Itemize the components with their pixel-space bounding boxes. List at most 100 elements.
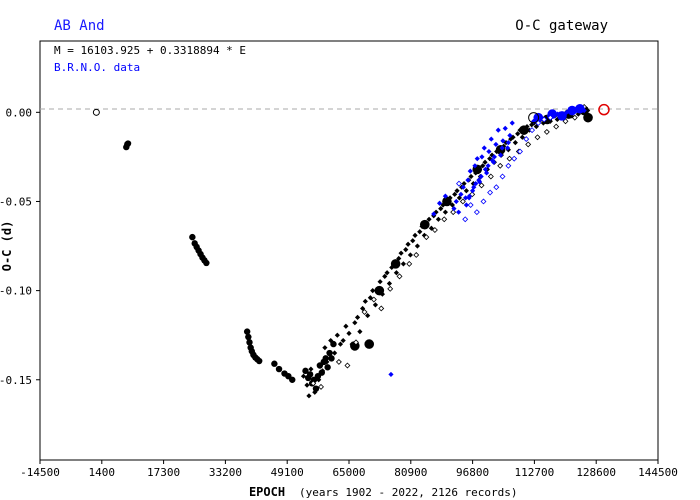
data-point: [478, 182, 485, 189]
data-point: [463, 188, 469, 194]
x-tick-label: 112700: [515, 466, 555, 479]
data-point: [500, 138, 506, 144]
data-point: [302, 367, 309, 375]
data-point: [365, 312, 371, 319]
data-point: [487, 173, 494, 180]
star-name-title[interactable]: AB And: [54, 18, 105, 34]
data-point: [387, 285, 394, 292]
data-point: [456, 209, 462, 215]
data-point: [507, 132, 513, 139]
data-point: [431, 211, 437, 217]
data-point: [509, 120, 515, 126]
data-point: [480, 198, 487, 205]
data-point: [390, 259, 401, 269]
data-point: [413, 251, 420, 258]
data-point: [504, 145, 511, 151]
data-point: [442, 193, 448, 199]
y-axis: 0.00 -0.05 -0.10 -0.15: [0, 106, 40, 387]
x-axis-label: EPOCH: [249, 485, 285, 499]
data-point: [511, 155, 518, 162]
data-point: [571, 114, 578, 121]
data-point: [374, 285, 385, 296]
data-point: [485, 163, 491, 169]
data-point: [480, 163, 486, 169]
data-point: [482, 166, 489, 172]
data-point: [246, 339, 253, 346]
data-point: [515, 131, 521, 137]
data-point: [450, 209, 457, 216]
series-photoelectric-large: [350, 105, 593, 351]
data-point: [384, 270, 390, 276]
data-point: [357, 329, 363, 335]
data-point: [334, 332, 340, 338]
data-point: [306, 371, 314, 378]
data-point: [473, 209, 480, 216]
data-point: [421, 232, 428, 238]
data-point: [456, 180, 462, 187]
data-point: [428, 225, 434, 231]
series-latest: [598, 103, 610, 116]
data-point: [243, 328, 251, 335]
series-photoelectric-ccd: [300, 106, 591, 399]
data-point: [506, 155, 513, 162]
data-point: [343, 323, 349, 329]
y-tick-label: -0.10: [0, 285, 32, 298]
data-point: [482, 159, 488, 165]
data-point: [256, 357, 263, 365]
data-point: [340, 337, 346, 344]
data-point: [505, 140, 511, 146]
data-point: [438, 206, 444, 212]
data-point: [523, 136, 530, 143]
data-point: [487, 156, 493, 162]
data-point: [400, 261, 407, 267]
data-point: [463, 195, 469, 201]
data-point: [461, 181, 467, 187]
data-point: [486, 148, 492, 155]
data-point: [378, 305, 385, 312]
data-point: [245, 333, 252, 341]
x-tick-label: 144500: [638, 466, 678, 479]
data-point: [497, 162, 504, 169]
data-point: [533, 123, 539, 130]
data-point: [472, 163, 478, 169]
data-point: [469, 191, 476, 198]
data-point: [386, 280, 393, 287]
ephemeris-label: M = 16103.925 + 0.3318894 * E: [54, 44, 246, 57]
data-point: [346, 330, 352, 337]
plot-frame: [39, 40, 659, 461]
data-point: [479, 154, 485, 160]
data-point: [528, 112, 540, 124]
data-point: [322, 345, 328, 351]
data-point: [557, 111, 567, 121]
data-point: [370, 288, 376, 294]
data-point: [414, 243, 421, 249]
data-point: [512, 140, 518, 146]
data-point: [332, 350, 338, 356]
y-tick-label: 0.00: [6, 106, 33, 119]
data-point: [478, 173, 484, 180]
x-tick-label: 96800: [456, 466, 489, 479]
data-point: [440, 202, 446, 208]
data-point: [460, 184, 466, 190]
data-point: [431, 227, 438, 233]
data-point: [324, 359, 330, 365]
data-point: [337, 341, 344, 347]
data-point: [382, 273, 388, 279]
data-point: [405, 241, 411, 247]
data-point: [275, 365, 283, 373]
x-tick-label: 65000: [332, 466, 365, 479]
data-point: [370, 296, 377, 303]
data-point: [442, 209, 448, 215]
gateway-title[interactable]: O-C gateway: [515, 18, 608, 34]
data-point: [435, 216, 441, 222]
data-point: [575, 103, 585, 114]
data-point: [529, 127, 536, 134]
data-point: [505, 162, 512, 169]
data-point: [489, 152, 495, 158]
data-point: [454, 188, 460, 194]
data-point: [442, 196, 452, 207]
data-point: [312, 389, 318, 395]
data-point: [328, 355, 335, 362]
data-point: [481, 145, 487, 151]
